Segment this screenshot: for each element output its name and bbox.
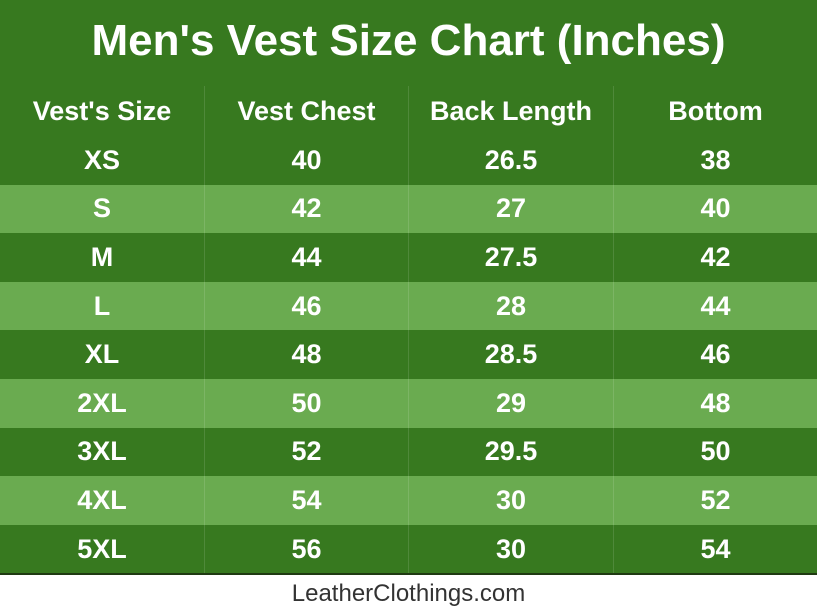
size-cell: 3XL: [0, 427, 204, 477]
size-cell: 4XL: [0, 476, 204, 525]
column-header: Back Length: [408, 86, 613, 136]
measure-cell: 29: [408, 378, 613, 428]
measure-cell: 52: [613, 476, 817, 525]
size-cell: 2XL: [0, 378, 204, 428]
column-header: Vest Chest: [204, 86, 408, 136]
measure-cell: 42: [613, 233, 817, 282]
measure-cell: 50: [613, 427, 817, 477]
footer: LeatherClothings.com: [291, 579, 526, 607]
column-header: Vest's Size: [0, 86, 204, 136]
measure-cell: 40: [204, 136, 408, 185]
measure-cell: 40: [613, 184, 817, 234]
measure-cell: 54: [204, 476, 408, 525]
measure-cell: 50: [204, 378, 408, 428]
size-table: Vest's Size Vest Chest Back Length Bottom XS…: [0, 86, 817, 574]
measure-cell: 42: [204, 184, 408, 234]
measure-cell: 44: [613, 281, 817, 331]
measure-cell: 27.5: [408, 233, 613, 282]
divider: [0, 573, 817, 576]
measure-cell: 44: [204, 233, 408, 282]
size-cell: M: [0, 233, 204, 282]
size-cell: S: [0, 184, 204, 234]
title: Men's Vest Size Chart (Inches): [0, 0, 817, 86]
measure-cell: 46: [613, 330, 817, 379]
measure-cell: 46: [204, 281, 408, 331]
measure-cell: 48: [613, 378, 817, 428]
measure-cell: 56: [204, 524, 408, 574]
measure-cell: 54: [613, 524, 817, 574]
column-header: Bottom: [613, 86, 817, 136]
measure-cell: 27: [408, 184, 613, 234]
measure-cell: 28: [408, 281, 613, 331]
measure-cell: 28.5: [408, 330, 613, 379]
measure-cell: 48: [204, 330, 408, 379]
measure-cell: 30: [408, 524, 613, 574]
measure-cell: 38: [613, 136, 817, 185]
measure-cell: 52: [204, 427, 408, 477]
measure-cell: 30: [408, 476, 613, 525]
size-cell: L: [0, 281, 204, 331]
measure-cell: 29.5: [408, 427, 613, 477]
size-cell: 5XL: [0, 524, 204, 574]
size-cell: XL: [0, 330, 204, 379]
measure-cell: 26.5: [408, 136, 613, 185]
size-cell: XS: [0, 136, 204, 185]
